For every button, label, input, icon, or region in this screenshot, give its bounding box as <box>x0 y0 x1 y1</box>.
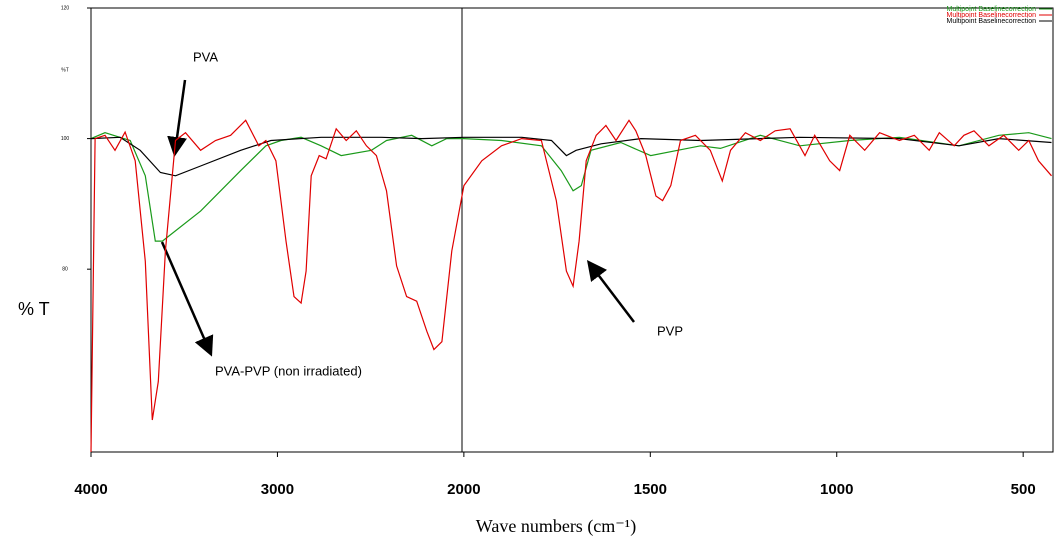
y-unit-label: %T <box>61 67 69 73</box>
x-tick-label: 3000 <box>261 481 294 498</box>
arrow <box>586 260 635 323</box>
y-tick-label: 100 <box>61 136 70 142</box>
y-tick-label: 80 <box>62 267 68 273</box>
x-axis-label: Wave numbers (cm⁻¹) <box>476 516 636 537</box>
plot-frame <box>90 7 1054 453</box>
x-tick-label: 2000 <box>447 481 480 498</box>
arrow <box>167 79 187 157</box>
series-line <box>90 136 1052 177</box>
legend-label: Multipoint Baselinecorrection <box>947 6 1037 13</box>
arrow <box>160 241 214 357</box>
y-tick-label: 120 <box>61 5 70 11</box>
annotation: PVA <box>193 49 218 64</box>
series-line <box>90 132 1052 242</box>
x-tick-label: 4000 <box>74 481 107 498</box>
annotation: PVP <box>657 323 683 338</box>
legend-label: Multipoint Baselinecorrection <box>947 18 1037 25</box>
x-tick-label: 1000 <box>820 481 853 498</box>
legend-label: Multipoint Baselinecorrection <box>947 12 1037 19</box>
x-tick-label: 500 <box>1011 481 1036 498</box>
y-axis-label: % T <box>18 299 50 319</box>
annotation: PVA-PVP (non irradiated) <box>215 363 362 378</box>
series-line <box>90 119 1052 453</box>
x-tick-label: 1500 <box>634 481 667 498</box>
